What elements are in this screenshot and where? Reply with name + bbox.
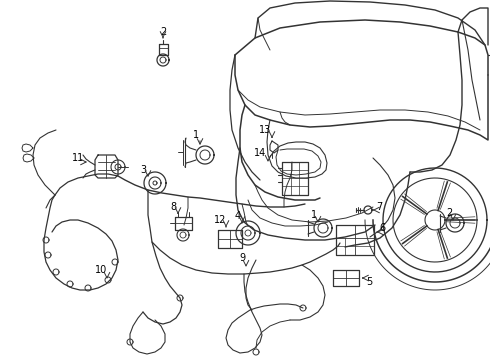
Text: 2: 2 xyxy=(446,208,452,218)
Text: 5: 5 xyxy=(366,277,372,287)
Text: 3: 3 xyxy=(140,165,146,175)
Text: 14: 14 xyxy=(254,148,266,158)
Text: 2: 2 xyxy=(160,27,166,37)
Text: 1: 1 xyxy=(193,130,199,140)
Text: 10: 10 xyxy=(95,265,107,275)
Text: 1: 1 xyxy=(311,210,317,220)
Text: 9: 9 xyxy=(239,253,245,263)
Text: 13: 13 xyxy=(259,125,271,135)
Text: 11: 11 xyxy=(72,153,84,163)
Text: 8: 8 xyxy=(170,202,176,212)
Text: 7: 7 xyxy=(376,202,382,212)
Text: 6: 6 xyxy=(379,223,385,233)
Text: 12: 12 xyxy=(214,215,226,225)
Text: 4: 4 xyxy=(235,211,241,221)
